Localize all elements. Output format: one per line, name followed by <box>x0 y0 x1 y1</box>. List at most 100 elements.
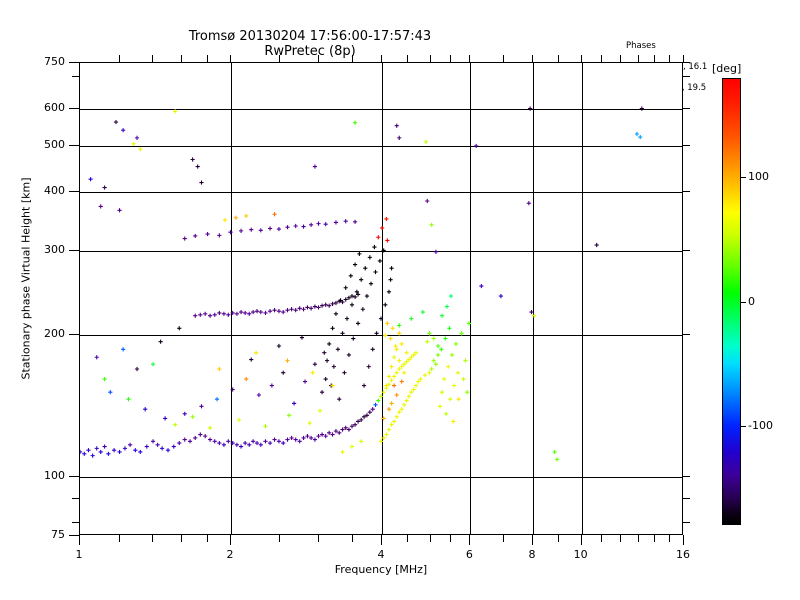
data-point <box>193 435 198 440</box>
data-point <box>399 364 404 369</box>
y-axis-tick-label: 600 <box>44 100 65 114</box>
data-point <box>254 309 260 314</box>
data-point <box>411 387 416 392</box>
data-point <box>177 326 182 331</box>
data-point <box>383 302 388 307</box>
data-point <box>397 366 402 372</box>
data-point <box>349 294 355 299</box>
data-point <box>388 336 393 341</box>
data-point <box>320 432 325 437</box>
data-point <box>217 233 222 238</box>
data-point <box>333 220 339 225</box>
y-axis-tick <box>72 498 79 499</box>
data-point <box>281 440 286 446</box>
data-point <box>267 309 273 314</box>
data-point <box>397 323 402 328</box>
data-point <box>402 370 407 375</box>
data-point <box>397 358 402 363</box>
data-point <box>333 311 339 316</box>
data-point <box>526 201 531 206</box>
data-point <box>316 221 321 226</box>
y-axis-major-tick <box>69 250 79 251</box>
data-point <box>267 440 273 446</box>
x-axis-tick-top <box>503 55 504 62</box>
data-point <box>437 404 443 409</box>
data-point <box>346 427 351 432</box>
data-point <box>406 394 412 399</box>
data-point <box>384 383 389 388</box>
data-point <box>222 217 228 223</box>
data-point <box>247 442 252 447</box>
data-point <box>352 120 358 125</box>
y-axis-tick-label: 75 <box>51 528 65 541</box>
data-point <box>352 422 358 427</box>
data-point <box>190 414 195 419</box>
data-point <box>349 444 355 449</box>
data-point <box>359 277 364 282</box>
data-point <box>144 444 149 449</box>
data-point <box>498 294 503 299</box>
data-point <box>293 437 298 442</box>
data-point <box>243 440 248 446</box>
x-axis-tick-top <box>620 55 621 62</box>
x-axis-tick-top <box>318 55 319 62</box>
data-point <box>440 313 445 318</box>
data-point <box>381 248 386 253</box>
y-axis-major-tick <box>69 535 79 536</box>
data-point <box>455 370 461 375</box>
data-point <box>138 449 143 455</box>
data-point <box>392 374 397 379</box>
data-point <box>320 390 325 395</box>
data-point <box>230 310 235 316</box>
data-point <box>165 448 171 453</box>
x-axis-major-tick <box>532 535 533 545</box>
data-point <box>456 397 461 402</box>
data-point <box>90 453 95 458</box>
data-point <box>305 305 310 310</box>
data-point <box>173 109 178 114</box>
data-point <box>243 310 248 316</box>
data-point <box>88 177 93 182</box>
data-point <box>234 311 239 316</box>
gridline-horizontal <box>80 192 682 193</box>
data-point <box>117 208 122 213</box>
data-point <box>376 398 381 403</box>
data-point <box>134 135 140 140</box>
data-point <box>217 440 222 446</box>
data-point <box>355 419 361 424</box>
data-point <box>102 444 107 449</box>
data-point <box>267 226 273 231</box>
x-axis-tick <box>620 535 621 542</box>
data-point <box>263 310 268 316</box>
data-point <box>529 309 534 315</box>
data-point <box>203 434 208 439</box>
data-point <box>435 343 441 349</box>
data-point <box>409 355 414 360</box>
data-point <box>293 308 298 313</box>
colorbar-unit-label: [deg] <box>712 62 742 75</box>
data-point <box>594 242 599 248</box>
data-point <box>254 440 260 446</box>
y-axis-tick-label: 200 <box>44 326 65 340</box>
colorbar-tick-label: 100 <box>748 170 769 184</box>
y-axis-tick-right <box>683 145 690 146</box>
data-point <box>199 404 204 409</box>
data-point <box>425 339 430 344</box>
data-point <box>310 370 315 375</box>
y-axis-tick-label: 100 <box>44 468 65 482</box>
gridline-horizontal <box>80 251 682 252</box>
data-point <box>309 435 314 440</box>
data-point <box>309 222 314 227</box>
x-axis-tick <box>638 535 639 542</box>
data-point <box>193 233 198 239</box>
data-point <box>423 139 429 144</box>
data-point <box>199 180 204 185</box>
x-axis-tick-top <box>430 55 431 62</box>
data-point <box>397 410 402 415</box>
data-point <box>393 343 398 349</box>
data-point <box>94 446 99 451</box>
data-point <box>639 106 644 111</box>
data-point <box>343 425 348 430</box>
x-axis-tick-top <box>558 55 559 62</box>
x-axis-tick-label: 1 <box>75 548 83 561</box>
